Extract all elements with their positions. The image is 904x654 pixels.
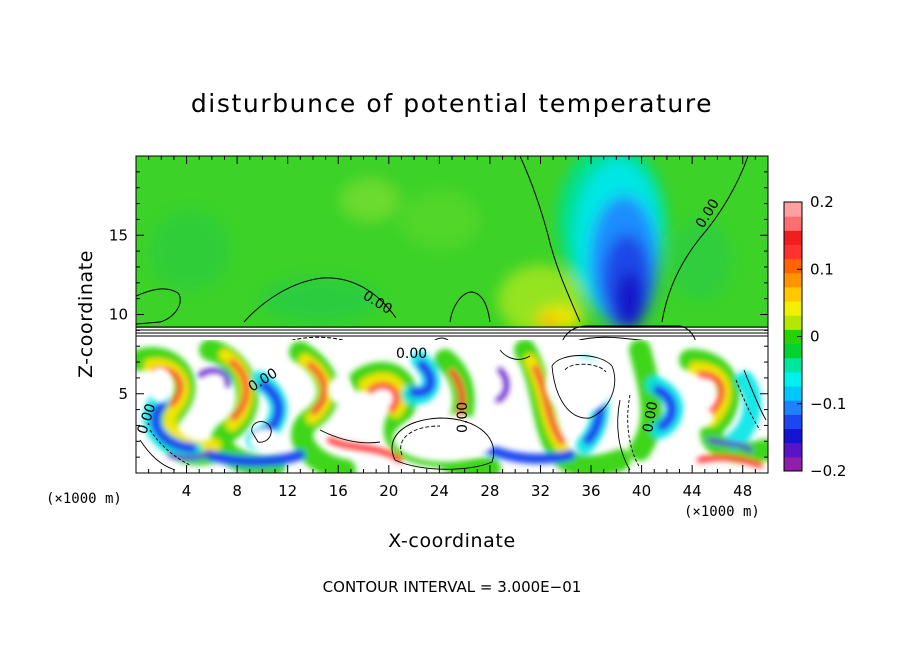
x-tick-label: 16 bbox=[329, 482, 348, 500]
x-unit-label: (×1000 m) bbox=[46, 491, 122, 507]
x-tick-label: 32 bbox=[531, 482, 550, 500]
x-tick-label: 44 bbox=[683, 482, 702, 500]
colorbar-swatch bbox=[784, 272, 802, 288]
colorbar-swatch bbox=[784, 456, 802, 472]
colorbar-swatch bbox=[784, 216, 802, 231]
x-tick-label: 48 bbox=[733, 482, 752, 500]
colorbar-tick-label: 0.2 bbox=[810, 193, 834, 211]
colorbar-swatch bbox=[784, 414, 802, 430]
colorbar-swatch bbox=[784, 329, 802, 345]
colorbar-swatch bbox=[784, 286, 802, 302]
y-tick-label: 5 bbox=[118, 385, 128, 403]
contour-label-band: 0.00 bbox=[396, 346, 427, 362]
contour-interval-note: CONTOUR INTERVAL = 3.000E−01 bbox=[323, 578, 582, 596]
y-tick-label: 10 bbox=[109, 306, 128, 324]
chart-title: disturbunce of potential temperature bbox=[191, 89, 713, 118]
colorbar-swatch bbox=[784, 442, 802, 458]
colorbar-swatch bbox=[784, 230, 802, 245]
upper-field bbox=[136, 156, 768, 328]
colorbar-swatch bbox=[784, 315, 802, 330]
colorbar-tick-label: −0.2 bbox=[810, 462, 846, 480]
x-tick-label: 40 bbox=[632, 482, 651, 500]
contour-label-lower-4: 0.00 bbox=[640, 400, 661, 433]
y-axis-ticks: 5 10 15 bbox=[109, 171, 768, 458]
y-axis-label: Z-coordinate bbox=[75, 250, 97, 378]
x-axis-ticks: 4 8 12 16 20 24 28 32 36 40 44 48 bbox=[148, 156, 756, 500]
colorbar-swatch bbox=[784, 357, 802, 373]
colorbar-swatch bbox=[784, 244, 802, 260]
z-unit-label: (×1000 m) bbox=[684, 504, 760, 520]
plot-area bbox=[136, 156, 768, 473]
colorbar-swatch bbox=[784, 428, 802, 444]
x-tick-label: 12 bbox=[278, 482, 297, 500]
colorbar-swatch bbox=[784, 258, 802, 274]
colorbar-swatch bbox=[784, 301, 802, 316]
colorbar-swatch bbox=[784, 371, 802, 387]
x-tick-label: 24 bbox=[430, 482, 449, 500]
x-tick-label: 20 bbox=[379, 482, 398, 500]
contour-label-lower-3: 0.00 bbox=[455, 402, 471, 433]
colorbar-swatch bbox=[784, 202, 802, 217]
y-tick-label: 15 bbox=[109, 226, 128, 244]
colorbar-tick-label: 0.1 bbox=[810, 260, 834, 278]
colorbar-swatch bbox=[784, 386, 802, 401]
colorbar-tick-label: −0.1 bbox=[810, 395, 846, 413]
x-tick-label: 28 bbox=[480, 482, 499, 500]
x-tick-label: 8 bbox=[232, 482, 242, 500]
colorbar bbox=[783, 201, 803, 472]
x-tick-label: 36 bbox=[581, 482, 600, 500]
colorbar-tick-label: 0 bbox=[810, 328, 820, 346]
colorbar-swatch bbox=[784, 400, 802, 415]
x-tick-label: 4 bbox=[182, 482, 192, 500]
x-axis-label: X-coordinate bbox=[388, 530, 515, 552]
lower-field bbox=[136, 340, 768, 473]
colorbar-swatch bbox=[784, 343, 802, 359]
colorbar-tick-labels: −0.2 −0.1 0 0.1 0.2 bbox=[797, 193, 846, 480]
